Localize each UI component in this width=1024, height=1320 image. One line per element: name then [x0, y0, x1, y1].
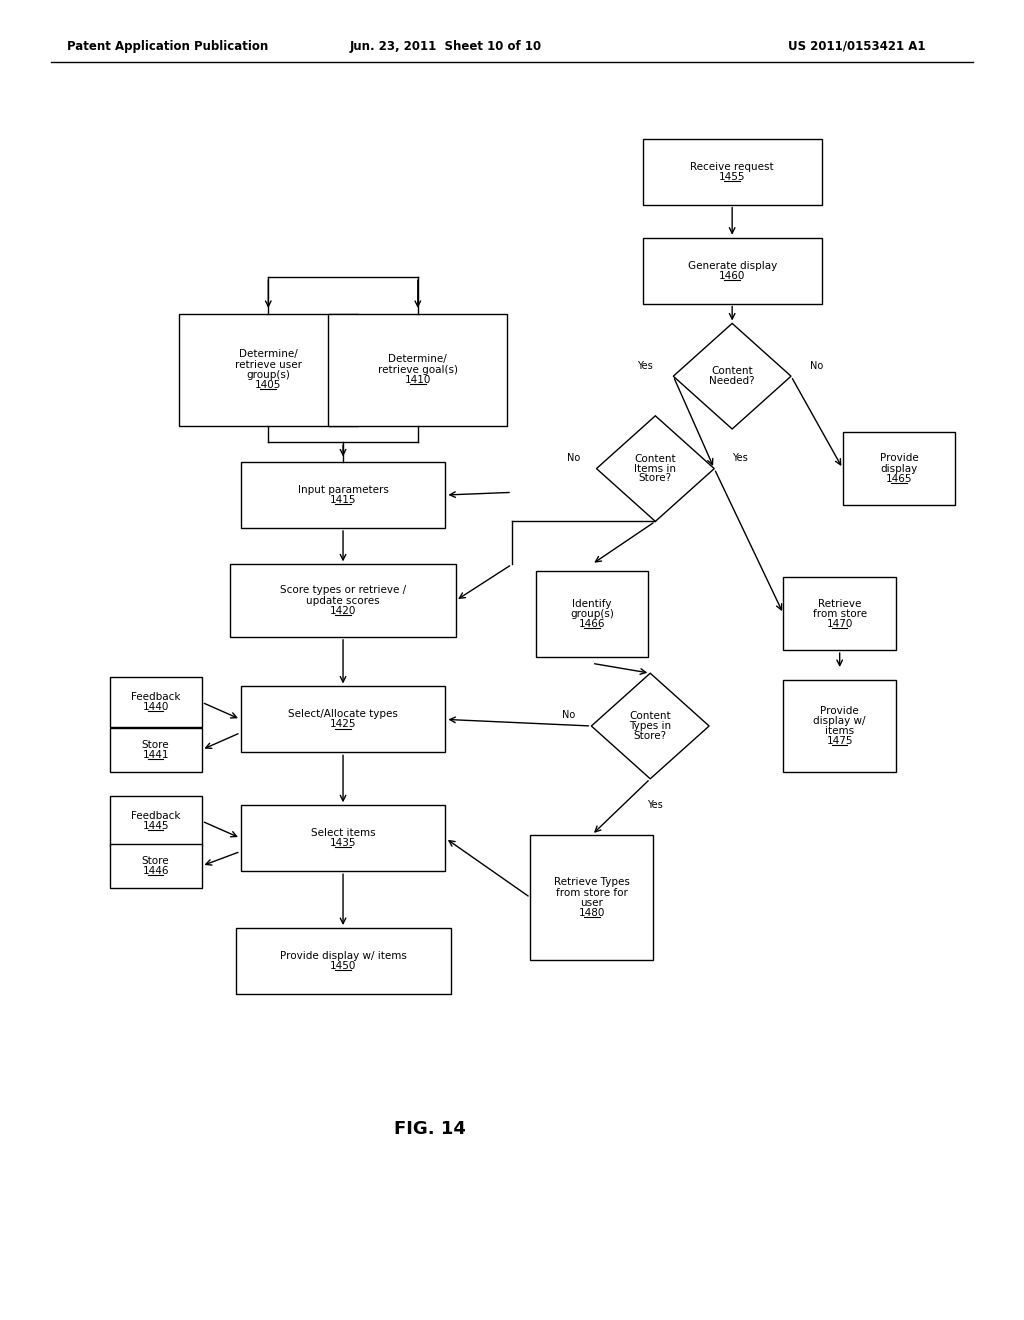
Text: from store: from store: [813, 609, 866, 619]
FancyBboxPatch shape: [536, 570, 648, 656]
FancyBboxPatch shape: [783, 577, 896, 649]
Text: FIG. 14: FIG. 14: [394, 1119, 466, 1138]
Text: Determine/: Determine/: [239, 350, 298, 359]
Text: Select/Allocate types: Select/Allocate types: [288, 709, 398, 719]
FancyBboxPatch shape: [110, 796, 202, 846]
FancyBboxPatch shape: [110, 677, 202, 727]
Text: display: display: [881, 463, 918, 474]
Text: Feedback: Feedback: [131, 810, 180, 821]
Text: retrieve user: retrieve user: [234, 359, 302, 370]
Text: 1460: 1460: [719, 271, 745, 281]
Text: group(s): group(s): [247, 370, 290, 380]
FancyBboxPatch shape: [328, 314, 508, 425]
Text: No: No: [562, 710, 575, 721]
Text: 1446: 1446: [142, 866, 169, 876]
Text: No: No: [810, 360, 823, 371]
Text: Items in: Items in: [634, 463, 677, 474]
Text: 1475: 1475: [826, 737, 853, 746]
Text: 1465: 1465: [886, 474, 912, 483]
Text: 1435: 1435: [330, 838, 356, 849]
Text: Identify: Identify: [572, 599, 611, 609]
Text: Generate display: Generate display: [687, 260, 777, 271]
Text: 1450: 1450: [330, 961, 356, 972]
FancyBboxPatch shape: [643, 139, 821, 205]
FancyBboxPatch shape: [843, 432, 955, 504]
FancyBboxPatch shape: [241, 805, 445, 871]
FancyBboxPatch shape: [241, 686, 445, 752]
Text: Content: Content: [630, 711, 671, 721]
FancyBboxPatch shape: [236, 928, 451, 994]
FancyBboxPatch shape: [530, 834, 653, 961]
Text: 1480: 1480: [579, 908, 605, 917]
Text: 1420: 1420: [330, 606, 356, 615]
Text: Jun. 23, 2011  Sheet 10 of 10: Jun. 23, 2011 Sheet 10 of 10: [349, 40, 542, 53]
Text: 1440: 1440: [142, 702, 169, 713]
Text: Retrieve: Retrieve: [818, 599, 861, 609]
Text: No: No: [567, 453, 581, 463]
Text: Retrieve Types: Retrieve Types: [554, 878, 630, 887]
FancyBboxPatch shape: [179, 314, 358, 425]
Text: Store: Store: [142, 739, 169, 750]
Polygon shape: [596, 416, 715, 521]
Text: 1405: 1405: [255, 380, 282, 389]
Text: Types in: Types in: [629, 721, 672, 731]
Text: update scores: update scores: [306, 595, 380, 606]
FancyBboxPatch shape: [241, 462, 445, 528]
Text: 1445: 1445: [142, 821, 169, 832]
Text: Content: Content: [635, 454, 676, 463]
Text: 1455: 1455: [719, 172, 745, 182]
Text: Yes: Yes: [647, 800, 664, 810]
Text: Input parameters: Input parameters: [298, 484, 388, 495]
Text: Store?: Store?: [639, 474, 672, 483]
Text: Determine/: Determine/: [388, 355, 447, 364]
Text: Yes: Yes: [637, 360, 652, 371]
Text: Provide: Provide: [820, 706, 859, 715]
Text: Patent Application Publication: Patent Application Publication: [67, 40, 268, 53]
FancyBboxPatch shape: [110, 729, 202, 771]
Text: 1425: 1425: [330, 719, 356, 730]
FancyBboxPatch shape: [783, 680, 896, 772]
Text: Store: Store: [142, 855, 169, 866]
Text: 1441: 1441: [142, 750, 169, 760]
Text: Yes: Yes: [732, 453, 748, 463]
Text: Score types or retrieve /: Score types or retrieve /: [280, 586, 407, 595]
Text: 1415: 1415: [330, 495, 356, 506]
Text: US 2011/0153421 A1: US 2011/0153421 A1: [788, 40, 926, 53]
Text: display w/: display w/: [813, 715, 866, 726]
Text: from store for: from store for: [556, 887, 628, 898]
Text: 1410: 1410: [404, 375, 431, 384]
FancyBboxPatch shape: [643, 238, 821, 304]
Text: Provide: Provide: [880, 454, 919, 463]
Text: 1466: 1466: [579, 619, 605, 628]
Text: 1470: 1470: [826, 619, 853, 628]
Text: items: items: [825, 726, 854, 737]
Text: Receive request: Receive request: [690, 161, 774, 172]
Polygon shape: [592, 673, 709, 779]
Text: Select items: Select items: [310, 828, 376, 838]
Text: Content: Content: [712, 367, 753, 376]
Text: Needed?: Needed?: [710, 376, 755, 385]
FancyBboxPatch shape: [110, 845, 202, 888]
Text: Store?: Store?: [634, 731, 667, 741]
Polygon shape: [674, 323, 791, 429]
Text: retrieve goal(s): retrieve goal(s): [378, 364, 458, 375]
FancyBboxPatch shape: [230, 564, 456, 636]
Text: group(s): group(s): [570, 609, 613, 619]
Text: user: user: [581, 898, 603, 908]
Text: Provide display w/ items: Provide display w/ items: [280, 950, 407, 961]
Text: Feedback: Feedback: [131, 692, 180, 702]
